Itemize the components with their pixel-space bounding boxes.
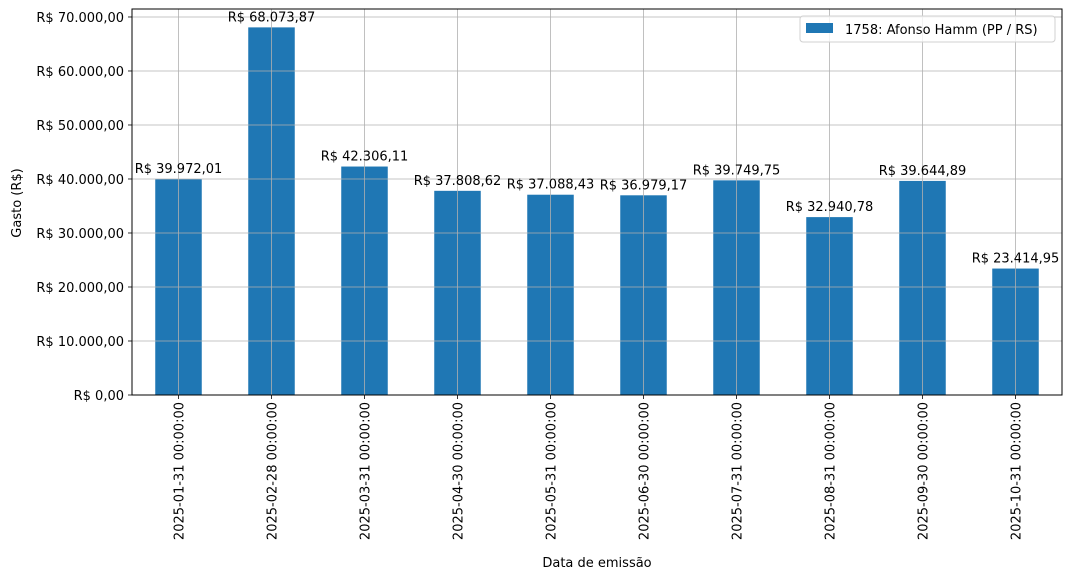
bars-layer [155,27,1039,396]
x-tick-label: 2025-03-31 00:00:00 [359,402,374,540]
y-axis-label: Gasto (R$) [10,168,25,237]
data-label: R$ 39.749,75 [693,163,781,178]
legend-label: 1758: Afonso Hamm (PP / RS) [845,23,1038,38]
plot-frame [131,8,1063,396]
data-label: R$ 32.940,78 [786,200,874,215]
axes-layer: 2025-01-31 00:00:00 2025-02-28 00:00:00 20… [36,8,1063,540]
data-label: R$ 23.414,95 [972,252,1060,267]
y-tick-label: R$ 40.000,00 [36,173,124,188]
x-tick-label: 2025-10-31 00:00:00 [1010,402,1025,540]
data-labels-layer: R$ 39.972,01 R$ 68.073,87 R$ 42.306,11 R$ 3… [135,10,1060,266]
data-label: R$ 37.088,43 [507,178,595,193]
y-tick-label: R$ 70.000,00 [36,11,124,26]
y-tick-label: R$ 20.000,00 [36,281,124,296]
y-tick-label: R$ 30.000,00 [36,227,124,242]
x-tick-label: 2025-06-30 00:00:00 [638,402,653,540]
data-label: R$ 39.972,01 [135,162,223,177]
legend: 1758: Afonso Hamm (PP / RS) [799,15,1056,43]
y-tick-label: R$ 60.000,00 [36,65,124,80]
x-tick-label: 2025-07-31 00:00:00 [731,402,746,540]
x-tick-label: 2025-08-31 00:00:00 [824,402,839,540]
legend-frame [799,15,1056,43]
data-label: R$ 42.306,11 [321,150,409,165]
y-tick-label: R$ 10.000,00 [36,335,124,350]
grid-layer [132,9,1062,396]
data-label: R$ 36.979,17 [600,178,688,193]
legend-swatch [806,23,833,33]
x-tick-label: 2025-01-31 00:00:00 [173,402,188,540]
x-axis-label: Data de emissão [542,556,651,571]
data-label: R$ 37.808,62 [414,174,502,189]
x-tick-label: 2025-05-31 00:00:00 [545,402,560,540]
x-tick-label: 2025-04-30 00:00:00 [452,402,467,540]
y-tick-label: R$ 0,00 [74,389,124,404]
y-tick-label: R$ 50.000,00 [36,119,124,134]
x-tick-label: 2025-09-30 00:00:00 [917,402,932,540]
data-label: R$ 39.644,89 [879,164,967,179]
x-tick-label: 2025-02-28 00:00:00 [266,402,281,540]
data-label: R$ 68.073,87 [228,10,316,25]
